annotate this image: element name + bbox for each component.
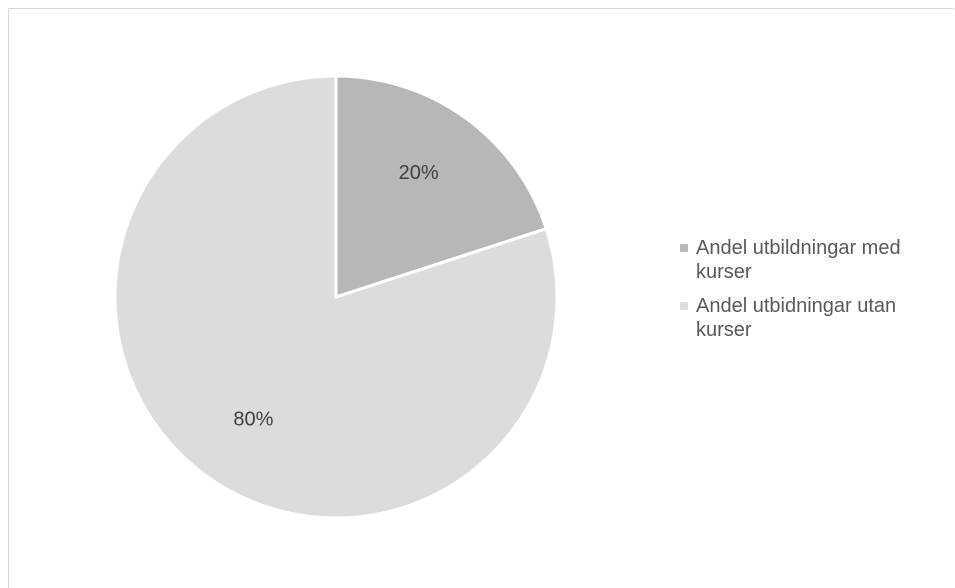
legend: Andel utbildningar med kurser Andel utbi… — [680, 236, 950, 352]
legend-swatch-med-kurser — [680, 244, 688, 252]
legend-label-utan-kurser: Andel utbidningar utan kurser — [696, 295, 897, 341]
legend-swatch-utan-kurser — [680, 302, 688, 310]
legend-item-med-kurser: Andel utbildningar med kurser — [680, 236, 950, 284]
pie-slice-label-1: 80% — [233, 409, 273, 431]
legend-label-med-kurser: Andel utbildningar med kurser — [696, 237, 901, 283]
chart-area — [8, 8, 954, 588]
pie-slice-0 — [334, 74, 548, 299]
legend-item-utan-kurser: Andel utbidningar utan kurser — [680, 294, 950, 342]
pie-labels: 20% 80% — [233, 162, 439, 431]
pie-slice-1 — [113, 74, 559, 520]
pie-slices — [113, 74, 559, 520]
pie-slice-label-0: 20% — [399, 162, 439, 184]
